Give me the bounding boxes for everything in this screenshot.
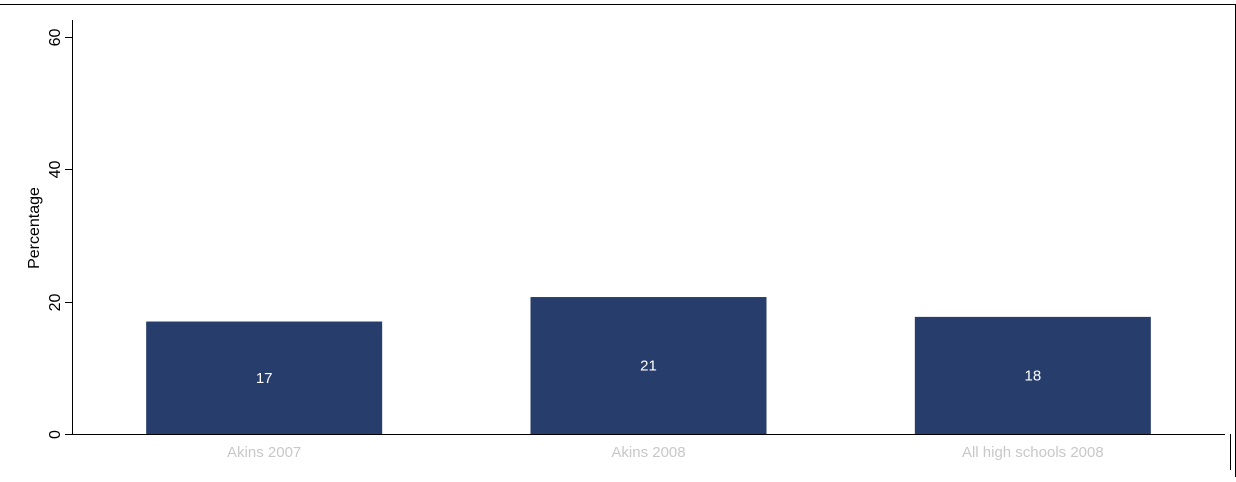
y-axis: 0 20 40 60 <box>47 20 73 439</box>
x-tick-label: Akins 2008 <box>611 444 685 461</box>
y-tick-label: 20 <box>47 294 64 312</box>
y-tick-label: 60 <box>47 29 64 47</box>
bar <box>146 321 383 434</box>
bar-value-label: 17 <box>256 370 273 387</box>
bar-value-label: 18 <box>1024 367 1041 384</box>
y-axis-label: Percentage <box>26 187 43 269</box>
x-tick-label: All high schools 2008 <box>962 444 1104 461</box>
y-tick-label: 0 <box>47 430 64 439</box>
x-tick-label: Akins 2007 <box>227 444 301 461</box>
bar <box>914 316 1151 434</box>
bars-group: 17 21 18 <box>146 297 1151 434</box>
x-axis: Akins 2007 Akins 2008 All high schools 200… <box>72 434 1231 470</box>
y-tick-label: 40 <box>47 161 64 179</box>
bar-value-label: 21 <box>640 358 657 375</box>
bar <box>530 297 767 434</box>
